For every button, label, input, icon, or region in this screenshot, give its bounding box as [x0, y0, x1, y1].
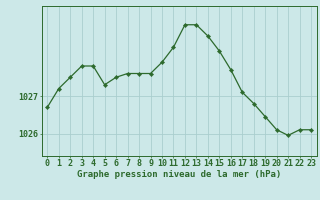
X-axis label: Graphe pression niveau de la mer (hPa): Graphe pression niveau de la mer (hPa) — [77, 170, 281, 179]
